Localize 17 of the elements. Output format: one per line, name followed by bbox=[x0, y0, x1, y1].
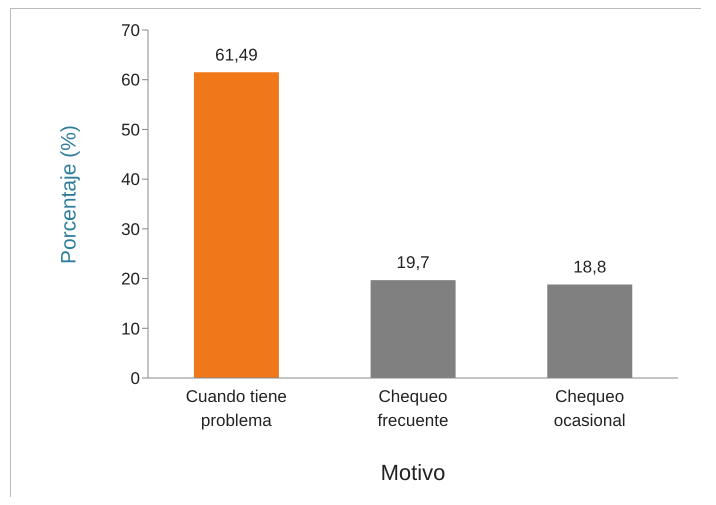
y-tick-label: 20 bbox=[121, 270, 140, 289]
y-axis-title: Porcentaje (%) bbox=[57, 125, 80, 264]
data-label: 18,8 bbox=[573, 258, 606, 277]
bar bbox=[194, 72, 279, 378]
y-tick-label: 70 bbox=[121, 21, 140, 40]
y-tick-label: 40 bbox=[121, 170, 140, 190]
y-tick-label: 30 bbox=[121, 220, 140, 239]
y-tick-label: 60 bbox=[121, 70, 140, 90]
x-axis-title: Motivo bbox=[380, 460, 446, 486]
x-tick-label: Chequeo ocasional bbox=[554, 387, 626, 430]
y-tick-label: 0 bbox=[130, 369, 140, 388]
data-label: 19,7 bbox=[396, 253, 430, 272]
x-tick-label: Cuando tiene problema bbox=[186, 387, 287, 430]
y-tick-label: 10 bbox=[121, 319, 140, 338]
x-tick-label: Chequeo frecuente bbox=[378, 387, 448, 430]
data-label: 61,49 bbox=[215, 45, 258, 64]
y-tick-label: 50 bbox=[121, 120, 140, 140]
